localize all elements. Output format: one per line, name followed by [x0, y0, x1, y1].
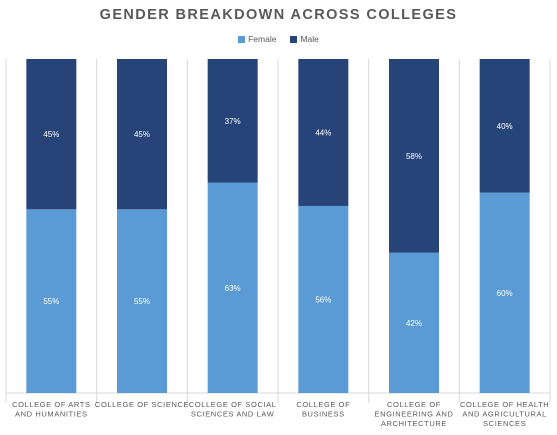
- bar-female-3: [207, 182, 258, 393]
- bar-female-5: [389, 252, 439, 393]
- bar-male-4: [298, 59, 349, 206]
- data-label-male-6: 40%: [497, 122, 513, 131]
- bar-male-2: [117, 59, 167, 210]
- bar-female-2: [117, 209, 167, 393]
- category-label-line: COLLEGE OF SOCIAL: [189, 400, 277, 409]
- bar-female-4: [298, 205, 349, 393]
- category-label-2: COLLEGE OF SCIENCE: [95, 400, 189, 409]
- data-label-female-2: 55%: [134, 297, 150, 306]
- legend-item-male: Male: [290, 34, 319, 44]
- data-label-female-4: 56%: [315, 295, 331, 304]
- bar-male-3: [207, 59, 258, 183]
- data-label-female-6: 60%: [497, 289, 513, 298]
- data-label-male-3: 37%: [225, 117, 241, 126]
- data-label-male-4: 44%: [315, 128, 331, 137]
- legend-label-male: Male: [300, 34, 319, 44]
- category-label-line: COLLEGE OF: [387, 400, 441, 409]
- bar-female-6: [479, 192, 530, 393]
- category-label-line: AND AGRICULTURAL: [462, 410, 546, 419]
- legend: Female Male: [0, 34, 557, 44]
- data-label-female-1: 55%: [43, 297, 59, 306]
- category-label-line: SCIENCES AND LAW: [191, 410, 275, 419]
- bar-male-5: [389, 59, 439, 253]
- data-label-male-5: 58%: [406, 152, 422, 161]
- category-label-3: COLLEGE OF SOCIAL SCIENCES AND LAW: [189, 400, 277, 419]
- legend-swatch-male: [290, 35, 298, 43]
- category-label-line: COLLEGE OF HEALTH: [460, 400, 549, 409]
- legend-swatch-female: [238, 35, 246, 43]
- data-label-male-2: 45%: [134, 130, 150, 139]
- category-label-line: ARCHITECTURE: [381, 419, 447, 428]
- data-label-male-1: 45%: [43, 130, 59, 139]
- category-label-line: COLLEGE OF SCIENCE: [95, 400, 189, 409]
- category-label-line: AND HUMANITIES: [15, 410, 88, 419]
- category-label-line: SCIENCES: [483, 419, 526, 428]
- data-label-female-5: 42%: [406, 319, 422, 328]
- legend-label-female: Female: [248, 34, 277, 44]
- category-label-5: COLLEGE OF ENGINEERING AND ARCHITECTURE: [374, 400, 453, 428]
- bar-male-1: [26, 59, 77, 210]
- data-label-female-3: 63%: [225, 284, 241, 293]
- bar-female-1: [26, 209, 77, 393]
- category-label-line: COLLEGE OF: [296, 400, 350, 409]
- category-label-line: ENGINEERING AND: [374, 410, 453, 419]
- category-label-4: COLLEGE OF BUSINESS: [296, 400, 350, 419]
- chart-title: GENDER BREAKDOWN ACROSS COLLEGES: [99, 7, 458, 23]
- category-label-6: COLLEGE OF HEALTH AND AGRICULTURAL SCIENCE…: [460, 400, 549, 428]
- bar-male-6: [479, 59, 530, 193]
- legend-item-female: Female: [238, 34, 276, 44]
- category-label-line: BUSINESS: [302, 410, 345, 419]
- category-label-1: COLLEGE OF ARTS AND HUMANITIES: [12, 400, 90, 419]
- category-label-line: COLLEGE OF ARTS: [12, 400, 90, 409]
